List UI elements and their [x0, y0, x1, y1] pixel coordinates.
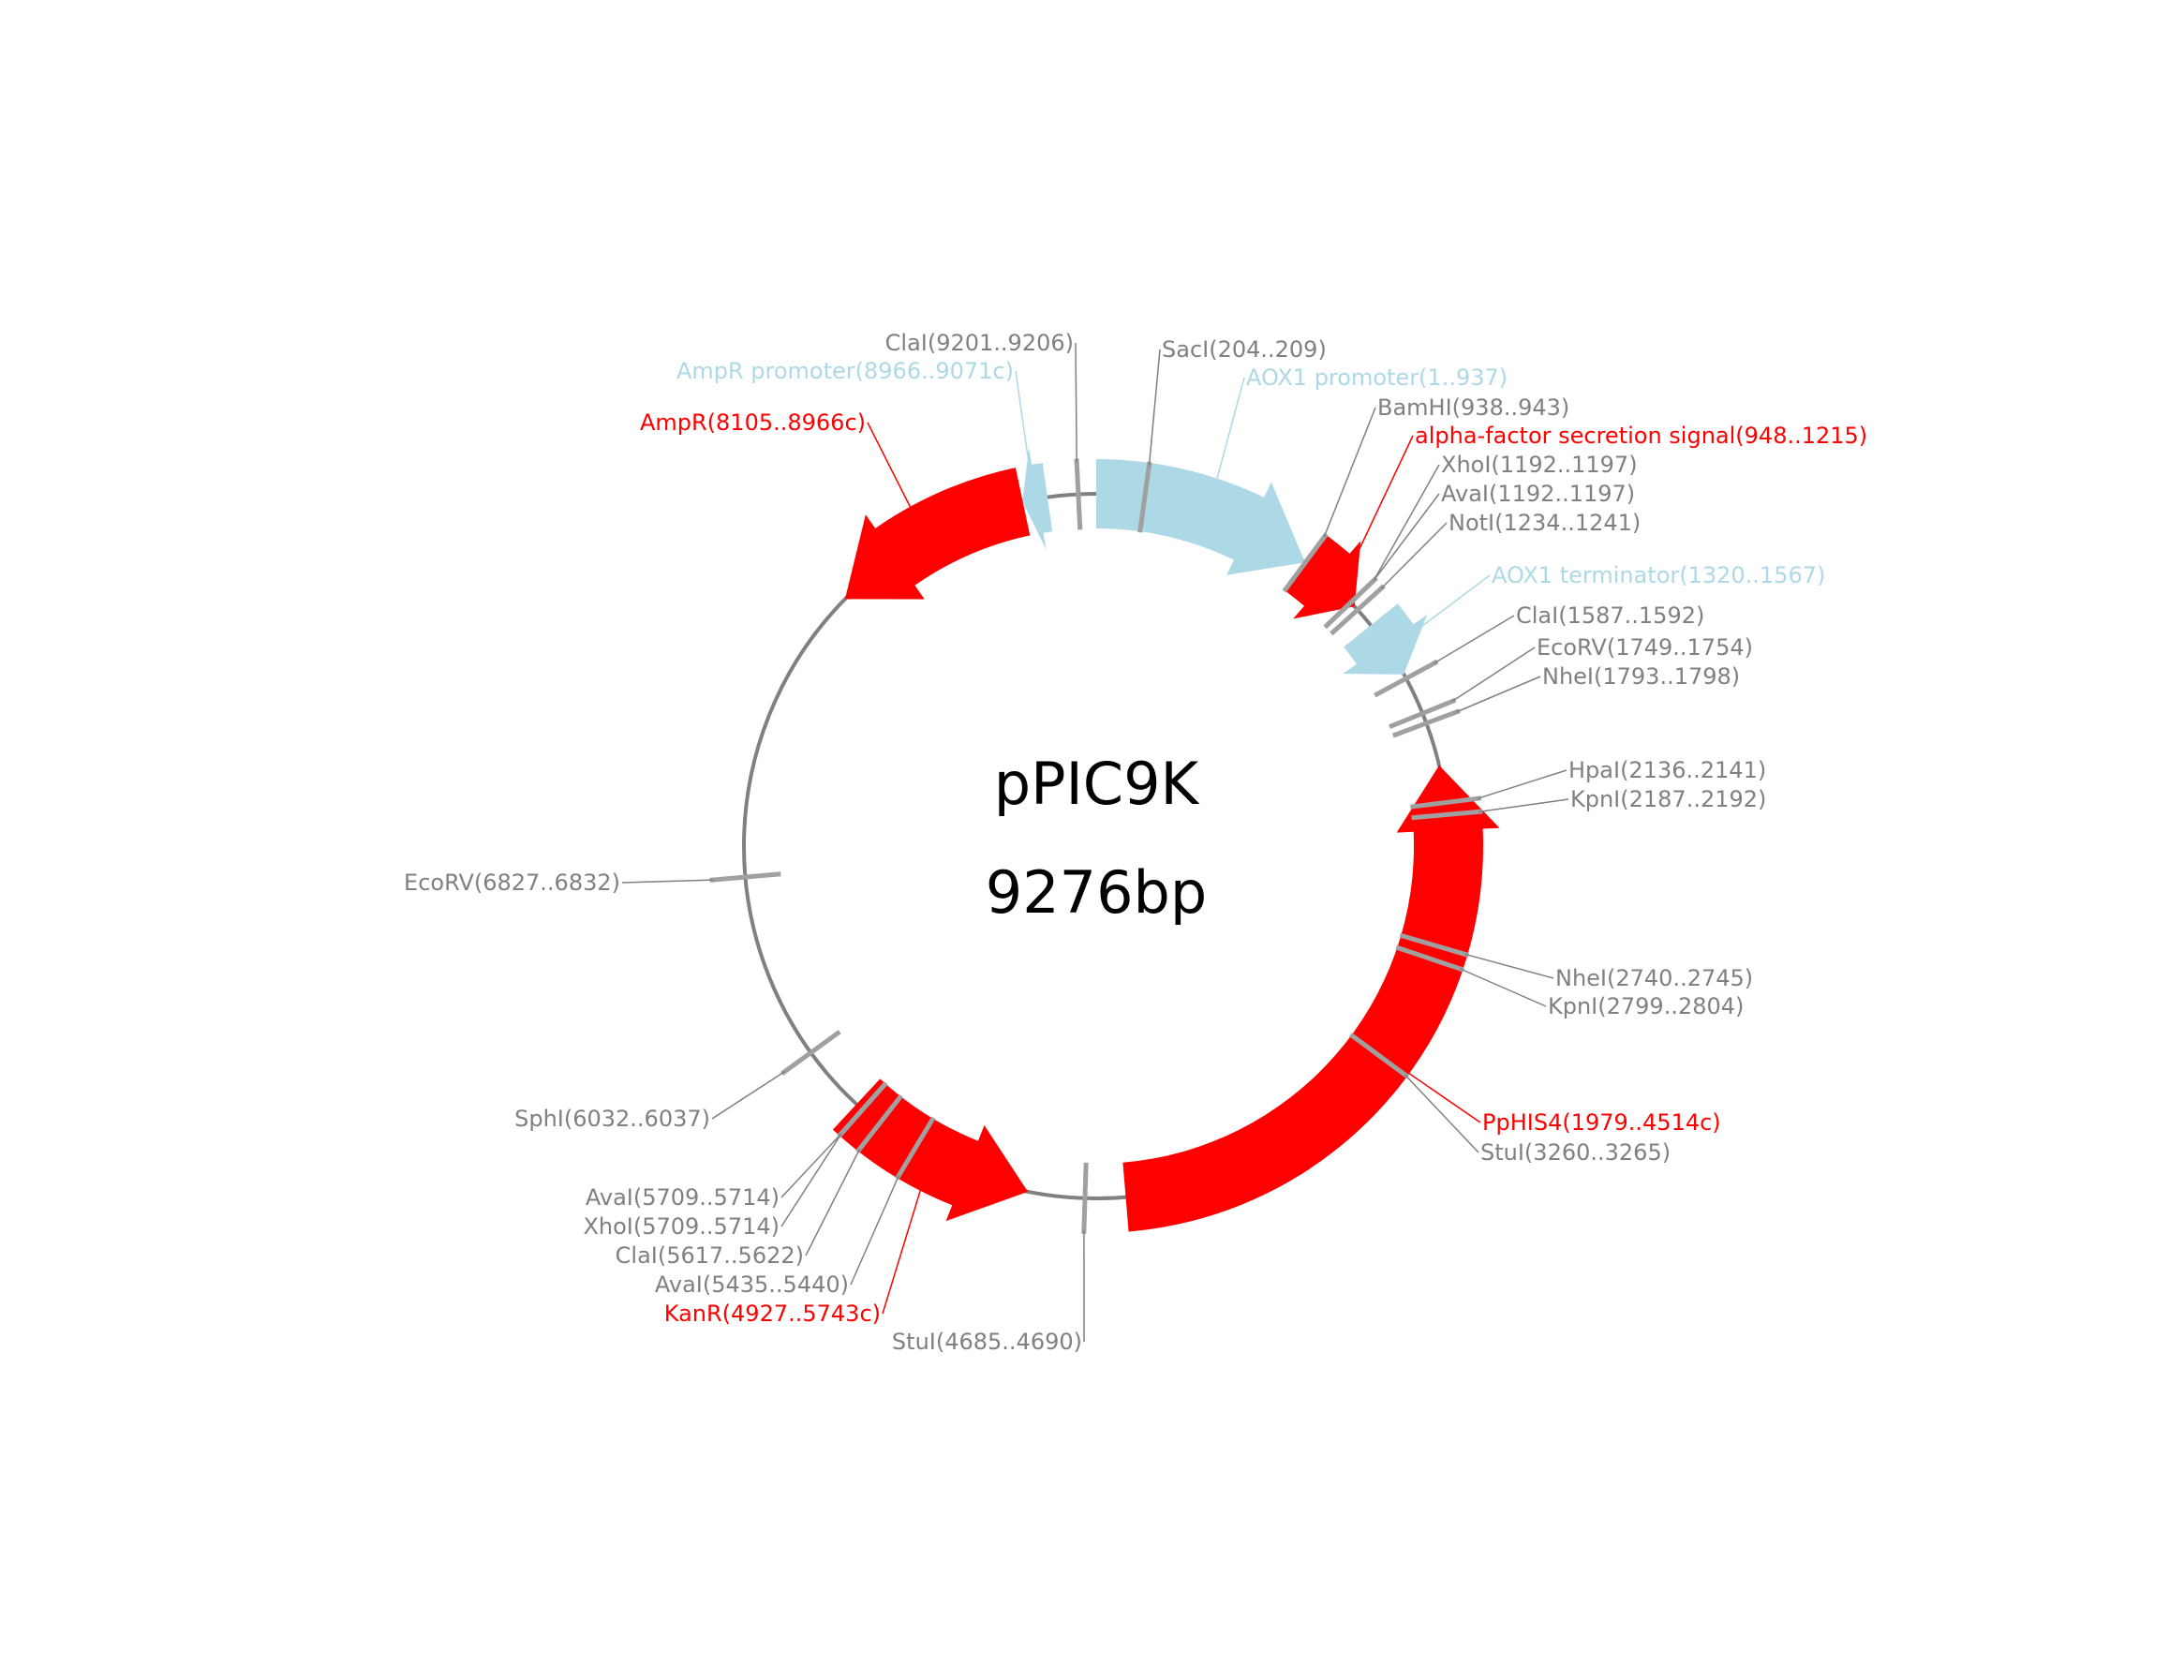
site-label-19: EcoRV(6827..6832) [404, 870, 620, 896]
feature-label-1: alpha-factor secretion signal(948..1215) [1415, 423, 1867, 449]
site-leader-17 [780, 1133, 842, 1198]
feature-arrow-6 [1022, 448, 1053, 550]
site-label-20: ClaI(9201..9206) [885, 330, 1074, 356]
site-tick-13 [1081, 1162, 1089, 1234]
site-leader-8 [1477, 769, 1567, 800]
site-label-17: AvaI(5709..5714) [586, 1184, 780, 1211]
site-label-2: XhoI(1192..1197) [1441, 452, 1638, 478]
feature-leader-0 [1216, 377, 1245, 479]
feature-leader-4 [882, 1190, 921, 1315]
site-label-11: KpnI(2799..2804) [1548, 993, 1744, 1019]
site-label-16: XhoI(5709..5714) [583, 1213, 780, 1240]
plasmid-length: 9276bp [986, 858, 1208, 927]
plasmid-name: pPIC9K [994, 750, 1200, 818]
site-label-8: HpaI(2136..2141) [1568, 757, 1766, 783]
site-tick-3 [1323, 575, 1378, 630]
site-tick-18 [780, 1030, 841, 1076]
feature-leader-2 [1417, 574, 1491, 631]
feature-label-0: AOX1 promoter(1..937) [1246, 364, 1508, 391]
site-leader-16 [780, 1133, 842, 1227]
site-tick-15 [855, 1093, 903, 1153]
feature-leader-3 [1408, 1073, 1481, 1123]
site-tick-19 [709, 871, 781, 883]
feature-label-5: AmpR(8105..8966c) [640, 409, 866, 436]
site-label-18: SphI(6032..6037) [514, 1106, 710, 1132]
site-leader-10 [1464, 953, 1554, 979]
site-tick-20 [1074, 458, 1083, 530]
site-label-6: EcoRV(1749..1754) [1537, 634, 1753, 661]
site-label-7: NheI(1793..1798) [1542, 663, 1740, 690]
feature-label-2: AOX1 terminator(1320..1567) [1492, 562, 1825, 588]
site-tick-17 [837, 1081, 888, 1138]
feature-arrow-0 [1096, 459, 1305, 575]
site-leader-11 [1460, 968, 1547, 1007]
site-label-13: StuI(4685..4690) [892, 1329, 1082, 1355]
restriction-sites-layer [709, 458, 1483, 1234]
site-label-9: KpnI(2187..2192) [1570, 786, 1766, 812]
site-label-15: ClaI(5617..5622) [616, 1242, 804, 1269]
site-tick-1 [1282, 532, 1329, 593]
feature-leader-1 [1354, 435, 1414, 559]
site-label-3: AvaI(1192..1197) [1441, 481, 1635, 507]
site-tick-4 [1330, 584, 1386, 636]
site-tick-0 [1137, 461, 1152, 533]
site-tick-5 [1374, 659, 1439, 698]
site-leader-4 [1380, 522, 1448, 589]
feature-arrow-4 [832, 1078, 1029, 1222]
feature-label-3: PpHIS4(1979..4514c) [1482, 1109, 1721, 1136]
site-leader-3 [1373, 493, 1440, 581]
site-leader-20 [1075, 342, 1077, 463]
site-label-5: ClaI(1587..1592) [1516, 602, 1704, 629]
site-tick-11 [1395, 944, 1465, 973]
feature-arrow-5 [844, 468, 1031, 600]
feature-leader-5 [867, 422, 912, 508]
site-tick-7 [1391, 708, 1461, 738]
site-leader-9 [1478, 798, 1569, 813]
feature-leader-6 [1015, 370, 1031, 466]
site-label-4: NotI(1234..1241) [1449, 510, 1641, 536]
site-tick-8 [1410, 795, 1482, 810]
site-tick-14 [895, 1116, 936, 1181]
feature-arrow-2 [1343, 603, 1428, 675]
site-leader-15 [805, 1148, 861, 1256]
feature-arrow-3 [1122, 765, 1500, 1232]
feature-label-4: KanR(4927..5743c) [664, 1301, 881, 1327]
site-label-0: SacI(204..209) [1162, 336, 1327, 363]
feature-label-6: AmpR promoter(8966..9071c) [676, 358, 1014, 384]
site-leader-5 [1434, 615, 1515, 664]
site-leader-18 [711, 1070, 786, 1120]
feature-arrow-1 [1285, 536, 1361, 619]
site-tick-12 [1349, 1033, 1410, 1079]
site-leader-1 [1323, 407, 1376, 538]
features-layer [832, 448, 1500, 1232]
site-label-12: StuI(3260..3265) [1480, 1139, 1671, 1166]
label-leaders-layer [621, 342, 1569, 1343]
site-label-14: AvaI(5435..5440) [655, 1271, 849, 1298]
site-label-1: BamHI(938..943) [1377, 394, 1569, 421]
site-tick-9 [1411, 809, 1483, 821]
site-tick-10 [1399, 932, 1470, 958]
site-leader-6 [1451, 647, 1536, 703]
site-leader-19 [621, 879, 714, 884]
site-leader-14 [850, 1175, 899, 1286]
site-leader-7 [1456, 676, 1541, 713]
site-leader-12 [1404, 1074, 1479, 1153]
labels-layer: AOX1 promoter(1..937) alpha-factor secret… [404, 330, 1867, 1355]
site-leader-2 [1373, 464, 1440, 581]
site-tick-6 [1389, 697, 1457, 730]
site-leader-0 [1148, 349, 1161, 466]
site-label-10: NheI(2740..2745) [1555, 965, 1753, 991]
